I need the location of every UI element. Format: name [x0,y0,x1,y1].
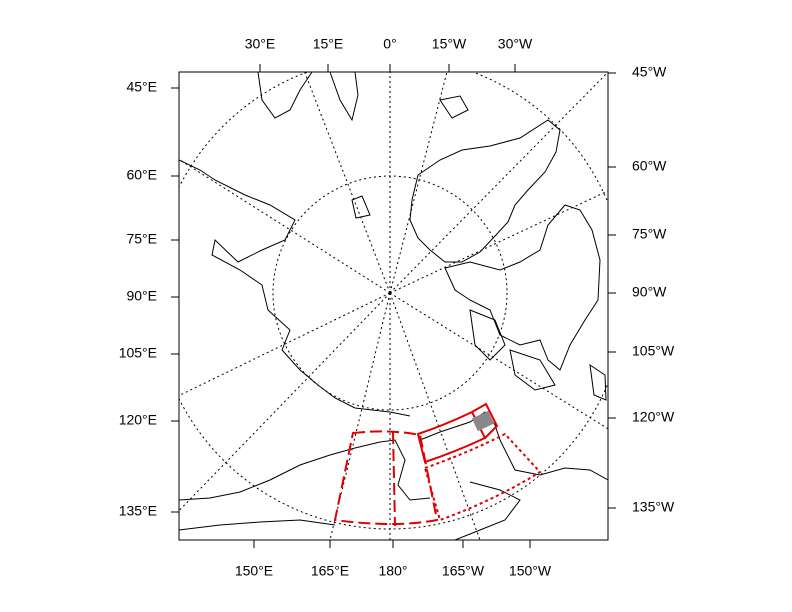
right-label: 120°W [632,409,675,425]
alaska [179,411,608,540]
eurasia [179,72,411,417]
greenland [409,119,561,263]
meridian [179,159,391,294]
left-label: 60°E [126,167,157,183]
meridian [389,292,608,430]
top-label: 30°W [498,36,533,52]
island [439,95,469,119]
meridian [304,72,391,294]
left-label: 120°E [119,412,157,428]
meridian [389,292,481,540]
island [509,349,556,391]
left-label: 45°E [126,79,157,95]
meridian [179,292,391,512]
island [351,195,371,219]
bottom-label: 150°W [509,563,552,579]
bottom-label: 165°E [311,563,349,579]
right-label: 75°W [632,226,667,242]
island [469,309,506,361]
top-label: 0° [383,36,396,52]
inset-marker [471,410,495,432]
left-label: 90°E [126,288,157,304]
top-label: 30°E [245,36,276,52]
left-label: 105°E [119,345,157,361]
island [589,363,607,401]
chukotka [179,439,431,501]
domain-box-dotted [423,432,542,522]
graticule [179,72,608,540]
meridian [389,190,608,294]
meridian [179,292,391,397]
domain-boxes [333,402,542,527]
domain-box-solid [416,402,499,464]
right-label: 105°W [632,343,675,359]
right-label: 45°W [632,64,667,80]
right-label: 90°W [632,284,667,300]
map-body [179,72,608,540]
meridian [389,72,448,294]
left-label: 135°E [119,503,157,519]
bottom-label: 180° [379,563,408,579]
canadian-archipelago [444,204,601,371]
axis-labels: 30°E 15°E 0° 15°W 30°W 150°E 165°E 180° 165°W 150… [119,36,675,579]
bottom-label: 150°E [235,563,273,579]
domain-box-long-dashed [333,430,439,527]
coastlines [179,72,608,540]
right-label: 135°W [632,499,675,515]
left-label: 75°E [126,231,157,247]
meridian [389,72,608,294]
top-label: 15°E [313,36,344,52]
bottom-label: 165°W [442,563,485,579]
right-label: 60°W [632,158,667,174]
top-label: 15°W [432,36,467,52]
